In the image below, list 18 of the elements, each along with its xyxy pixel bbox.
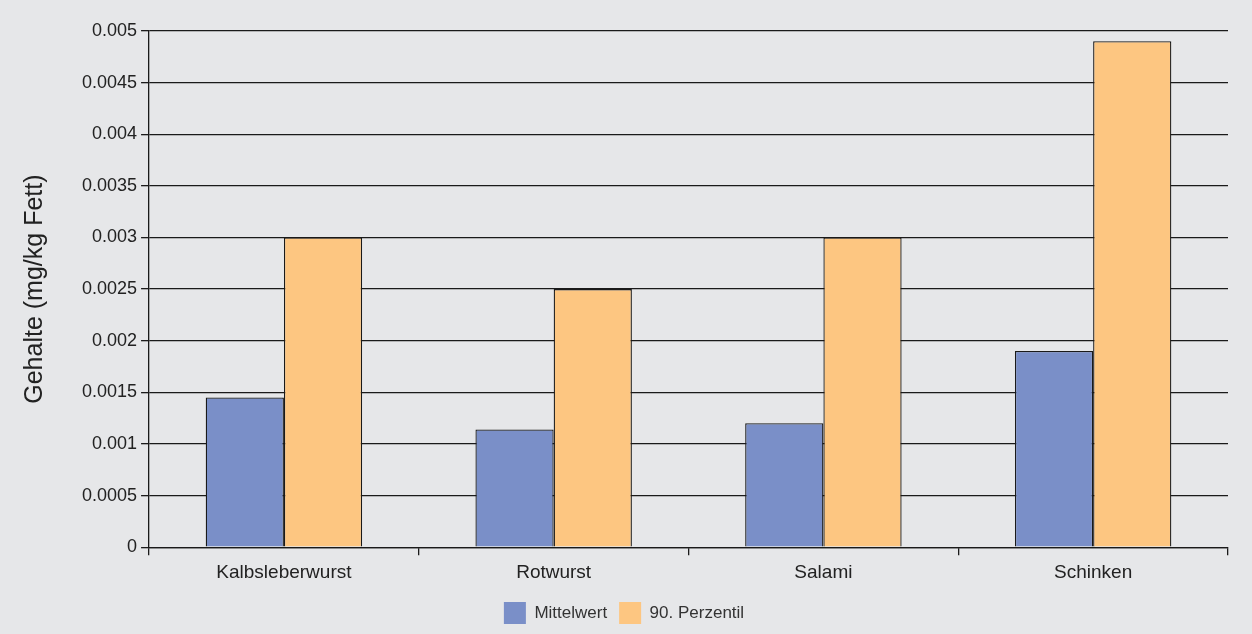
y-tick-label: 0.004 [92, 123, 138, 144]
y-axis-title: Gehalte (mg/kg Fett) [18, 174, 47, 404]
y-tick-label: 0.0035 [81, 174, 138, 195]
y-tick-label: 0.002 [92, 329, 138, 350]
x-tick-label: Kalbsleberwurst [216, 560, 353, 582]
y-tick-label: 0.0005 [81, 484, 138, 505]
y-tick-label: 0 [127, 536, 138, 557]
y-tick-label: 0.003 [92, 226, 138, 247]
x-tick-label: Schinken [1054, 560, 1133, 582]
y-tick-label: 0.0025 [81, 278, 138, 299]
y-tick-label: 0.005 [92, 19, 138, 40]
y-tick-label: 0.0015 [81, 381, 138, 402]
legend-label: Mittelwert [534, 602, 608, 622]
legend-label: 90. Perzentil [649, 602, 745, 622]
y-tick-label: 0.0045 [81, 71, 138, 92]
x-tick-label: Rotwurst [516, 560, 592, 582]
y-tick-label: 0.001 [92, 432, 138, 453]
x-tick-label: Salami [794, 560, 853, 582]
